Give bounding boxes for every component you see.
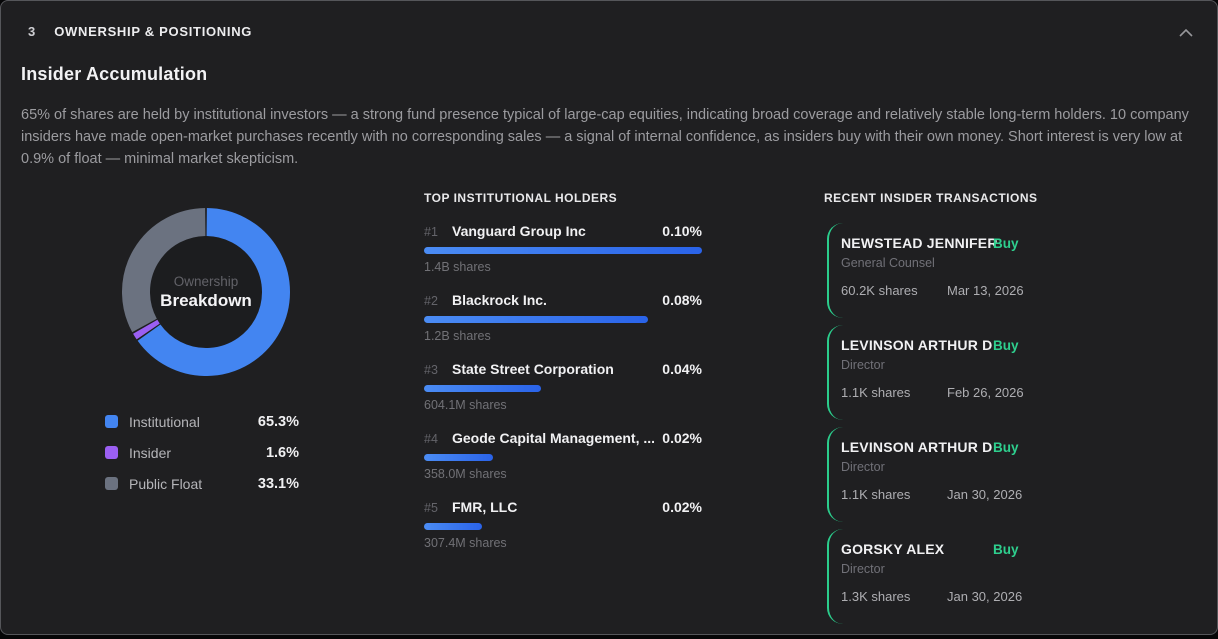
insider-role: Director xyxy=(841,358,885,372)
holders-list: #1 Vanguard Group Inc 0.10% 1.4B shares … xyxy=(424,223,702,550)
legend-label: Institutional xyxy=(129,413,200,430)
holder-rank: #2 xyxy=(424,294,438,308)
legend-value: 1.6% xyxy=(265,444,299,461)
holder-percent: 0.08% xyxy=(662,292,702,308)
insider-name: LEVINSON ARTHUR D xyxy=(841,439,993,455)
insider-role: General Counsel xyxy=(841,256,935,270)
legend-item: Insider 1.6% xyxy=(105,437,299,468)
transaction-date: Jan 30, 2026 xyxy=(947,589,1023,604)
holder-row: #1 Vanguard Group Inc 0.10% 1.4B shares xyxy=(424,223,702,274)
holder-percent: 0.10% xyxy=(662,223,702,239)
chevron-up-icon xyxy=(1179,29,1193,37)
transactions-list: NEWSTEAD JENNIFER Buy General Counsel 60… xyxy=(824,223,1114,624)
holder-percent: 0.02% xyxy=(662,499,702,515)
donut-center-label-bottom: Breakdown xyxy=(160,290,252,310)
holders-heading: TOP INSTITUTIONAL HOLDERS xyxy=(424,191,618,205)
section-header: 3 OWNERSHIP & POSITIONING xyxy=(1,1,1217,39)
holder-row: #4 Geode Capital Management, ... 0.02% 3… xyxy=(424,430,702,481)
holder-percent: 0.04% xyxy=(662,361,702,377)
page-title: Insider Accumulation xyxy=(21,64,208,84)
holder-shares: 358.0M shares xyxy=(424,467,507,481)
insider-role: Director xyxy=(841,460,885,474)
transaction-action-badge: Buy xyxy=(993,236,1019,251)
holder-rank: #5 xyxy=(424,501,438,515)
holder-name: Blackrock Inc. xyxy=(452,292,547,308)
legend-item: Public Float 33.1% xyxy=(105,468,299,499)
legend-item: Institutional 65.3% xyxy=(105,406,299,437)
holder-row: #2 Blackrock Inc. 0.08% 1.2B shares xyxy=(424,292,702,343)
top-institutional-holders-column: TOP INSTITUTIONAL HOLDERS #1 Vanguard Gr… xyxy=(424,191,702,550)
legend-swatch xyxy=(105,446,118,459)
transaction-date: Jan 30, 2026 xyxy=(947,487,1023,502)
holder-bar xyxy=(424,454,493,461)
section-title: OWNERSHIP & POSITIONING xyxy=(54,24,253,39)
insider-name: NEWSTEAD JENNIFER xyxy=(841,235,998,251)
legend-label: Insider xyxy=(129,444,172,461)
holder-name: State Street Corporation xyxy=(452,361,614,377)
holder-name: Geode Capital Management, ... xyxy=(452,430,655,446)
content-columns: Ownership Breakdown Institutional 65.3% … xyxy=(21,191,1197,624)
holder-bar xyxy=(424,523,483,530)
recent-insider-transactions-column: RECENT INSIDER TRANSACTIONS NEWSTEAD JEN… xyxy=(824,191,1114,624)
transaction-date: Feb 26, 2026 xyxy=(947,385,1024,400)
transaction-shares: 1.1K shares xyxy=(841,385,911,400)
holder-bar xyxy=(424,385,541,392)
transaction-card: LEVINSON ARTHUR D Buy Director 1.1K shar… xyxy=(827,325,1114,420)
legend-swatch xyxy=(105,477,118,490)
holder-row: #3 State Street Corporation 0.04% 604.1M… xyxy=(424,361,702,412)
holder-shares: 307.4M shares xyxy=(424,536,507,550)
transaction-card: GORSKY ALEX Buy Director 1.3K shares Jan… xyxy=(827,529,1114,624)
ownership-breakdown-column: Ownership Breakdown Institutional 65.3% … xyxy=(21,191,404,499)
ownership-donut-chart: Ownership Breakdown xyxy=(122,208,290,376)
holder-bar xyxy=(424,316,649,323)
insider-name: GORSKY ALEX xyxy=(841,541,945,557)
holder-shares: 604.1M shares xyxy=(424,398,507,412)
transaction-card: LEVINSON ARTHUR D Buy Director 1.1K shar… xyxy=(827,427,1114,522)
transactions-heading: RECENT INSIDER TRANSACTIONS xyxy=(824,191,1038,205)
legend-value: 33.1% xyxy=(257,475,299,492)
insider-name: LEVINSON ARTHUR D xyxy=(841,337,993,353)
holder-shares: 1.4B shares xyxy=(424,260,491,274)
section-number: 3 xyxy=(28,24,36,39)
legend-label: Public Float xyxy=(129,475,203,492)
holder-name: FMR, LLC xyxy=(452,499,518,515)
summary-paragraph: 65% of shares are held by institutional … xyxy=(21,107,1189,167)
donut-center-label: Ownership Breakdown xyxy=(122,208,290,376)
transaction-shares: 1.1K shares xyxy=(841,487,911,502)
donut-chart-svg xyxy=(122,208,290,376)
holder-percent: 0.02% xyxy=(662,430,702,446)
insider-role: Director xyxy=(841,562,885,576)
holder-name: Vanguard Group Inc xyxy=(452,223,586,239)
transaction-card: NEWSTEAD JENNIFER Buy General Counsel 60… xyxy=(827,223,1114,318)
transaction-action-badge: Buy xyxy=(993,542,1019,557)
holder-row: #5 FMR, LLC 0.02% 307.4M shares xyxy=(424,499,702,550)
transaction-date: Mar 13, 2026 xyxy=(947,283,1024,298)
transaction-action-badge: Buy xyxy=(993,338,1019,353)
holder-bar xyxy=(424,247,702,254)
legend-swatch xyxy=(105,415,118,428)
holder-shares: 1.2B shares xyxy=(424,329,491,343)
donut-legend: Institutional 65.3% Insider 1.6% Public … xyxy=(105,406,299,499)
holder-rank: #3 xyxy=(424,363,438,377)
legend-value: 65.3% xyxy=(257,413,299,430)
holder-rank: #4 xyxy=(424,432,438,446)
holder-rank: #1 xyxy=(424,225,438,239)
donut-center-label-top: Ownership xyxy=(173,273,239,289)
transaction-shares: 60.2K shares xyxy=(841,283,918,298)
transaction-action-badge: Buy xyxy=(993,440,1019,455)
collapse-section-button[interactable] xyxy=(1177,26,1195,40)
transaction-shares: 1.3K shares xyxy=(841,589,911,604)
